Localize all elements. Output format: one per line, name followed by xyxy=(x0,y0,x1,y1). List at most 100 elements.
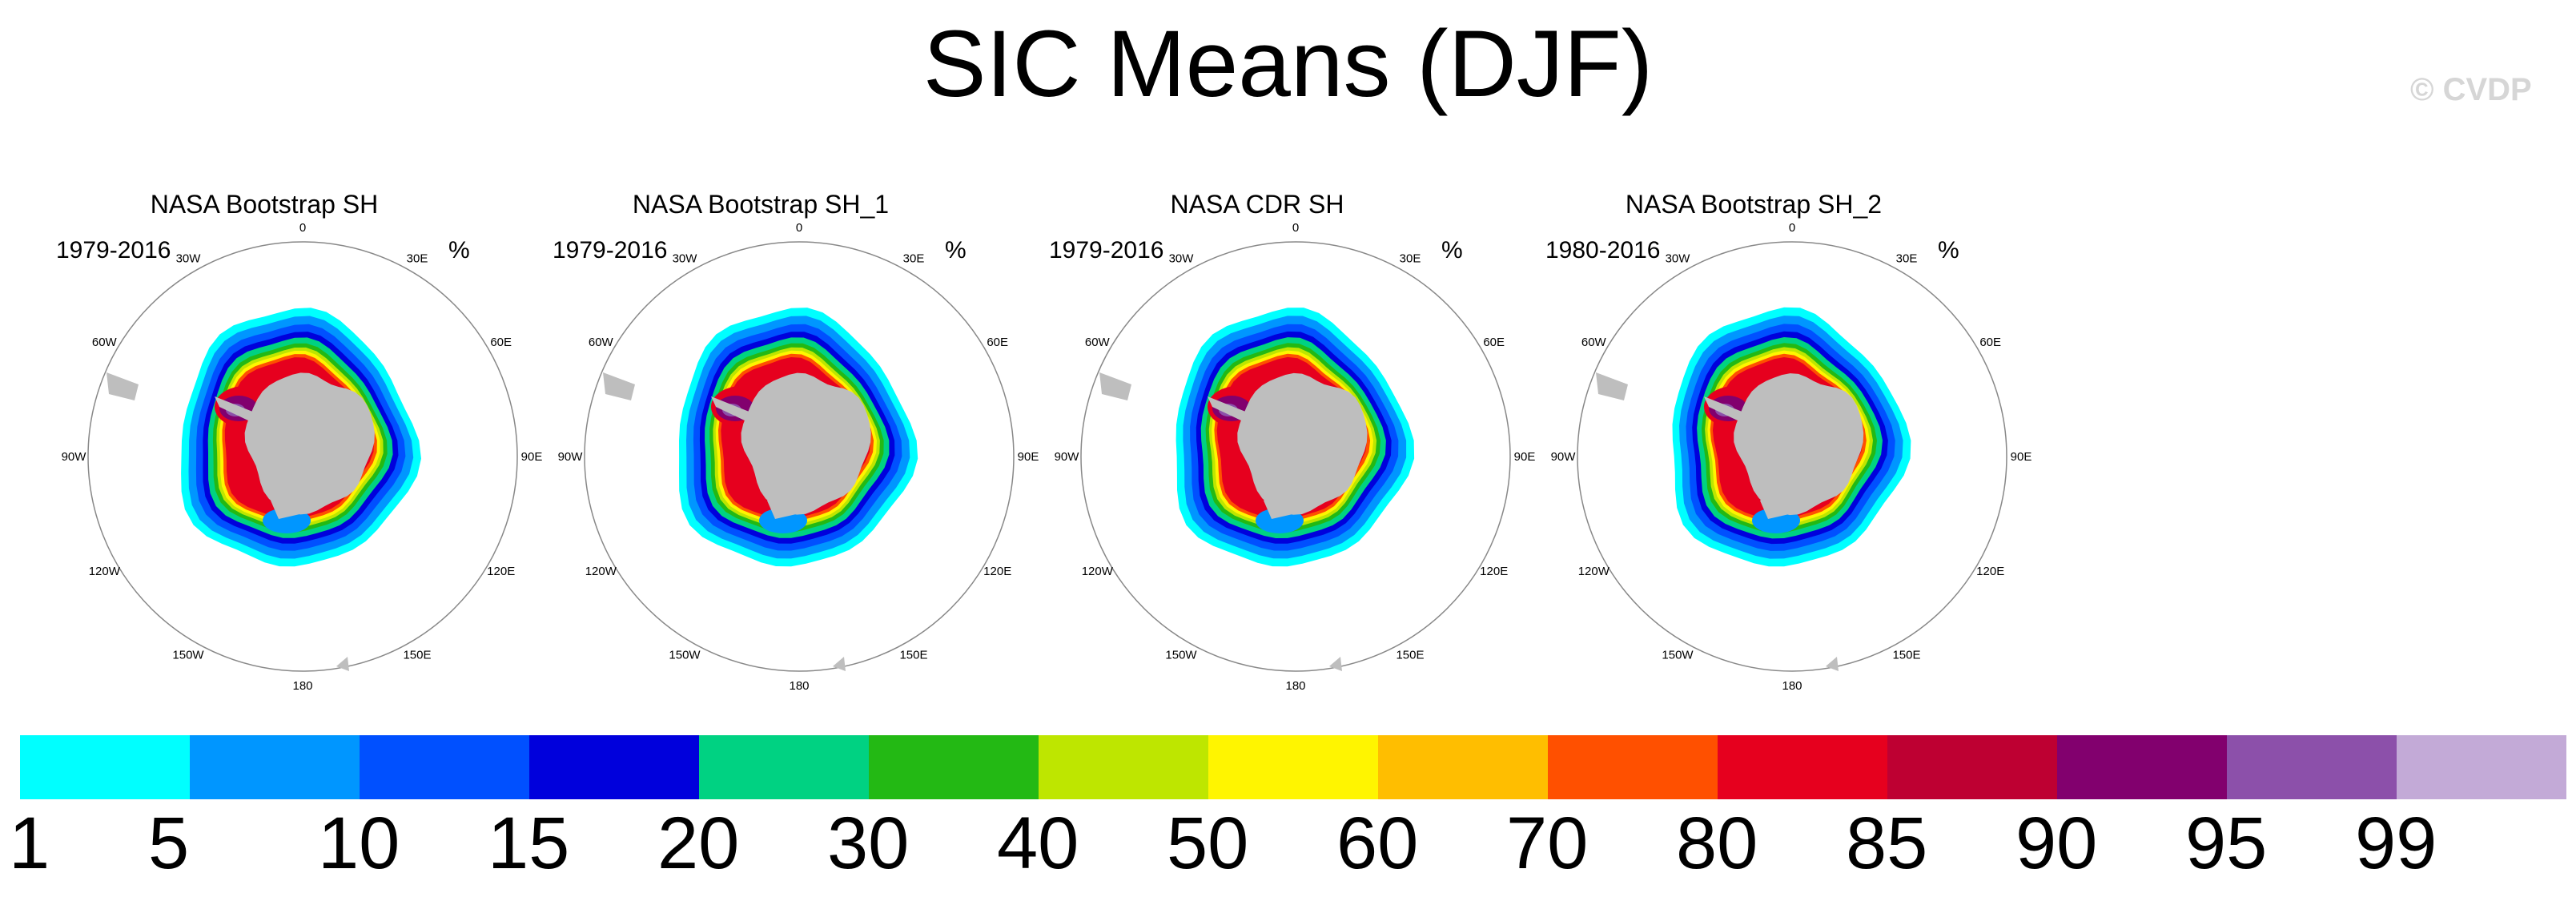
colorbar-label: 40 xyxy=(997,802,1079,884)
longitude-label: 120E xyxy=(487,565,515,578)
colorbar-segment xyxy=(529,735,699,799)
longitude-label: 60E xyxy=(1979,336,2001,349)
longitude-label: 180 xyxy=(1782,679,1802,693)
sic-map-panel: 0 30E 60E 90E 120E 150E 180 150W 120W 90W 60W 30W NA… xyxy=(553,180,1049,693)
colorbar-segment xyxy=(2227,735,2397,799)
colorbar-label: 90 xyxy=(2015,802,2098,884)
colorbar-label: 99 xyxy=(2355,802,2437,884)
new-zealand xyxy=(833,657,846,671)
longitude-label: 90W xyxy=(1551,450,1577,464)
colorbar-segment xyxy=(1718,735,1887,799)
colorbar-label: 20 xyxy=(657,802,740,884)
colorbar-label: 15 xyxy=(488,802,570,884)
longitude-label: 90W xyxy=(62,450,87,464)
longitude-label: 60W xyxy=(1085,336,1111,349)
longitude-label: 120E xyxy=(1976,565,2004,578)
longitude-label: 30E xyxy=(903,251,925,265)
antarctica-landmass xyxy=(1237,372,1368,515)
antarctic-peninsula xyxy=(711,396,751,421)
south-america-tip xyxy=(106,372,139,400)
panel-unit: % xyxy=(1441,237,1463,263)
colorbar-segment xyxy=(2397,735,2566,799)
longitude-label: 30W xyxy=(1666,251,1691,265)
longitude-label: 120E xyxy=(983,565,1011,578)
longitude-label: 60W xyxy=(92,336,118,349)
map-boundary xyxy=(584,241,1015,672)
longitude-label: 60E xyxy=(490,336,512,349)
panel-unit: % xyxy=(1938,237,1959,263)
colorbar-segment xyxy=(1039,735,1208,799)
colorbar-label: 5 xyxy=(148,802,190,884)
longitude-label: 150E xyxy=(1892,649,1920,662)
longitude-label: 150W xyxy=(1165,649,1197,662)
south-america-tip xyxy=(603,372,635,400)
antarctica-landmass xyxy=(741,372,871,515)
ross-ice-shelf xyxy=(1760,489,1796,519)
longitude-label: 120W xyxy=(1082,565,1114,578)
colorbar-label: 80 xyxy=(1676,802,1758,884)
longitude-label: 30E xyxy=(1400,251,1421,265)
panel-title: NASA Bootstrap SH_1 xyxy=(632,190,890,219)
panel-years: 1979-2016 xyxy=(1049,237,1164,263)
longitude-label: 120W xyxy=(585,565,617,578)
panel-years: 1980-2016 xyxy=(1545,237,1661,263)
colorbar-label: 95 xyxy=(2185,802,2268,884)
longitude-label: 90E xyxy=(521,450,543,464)
new-zealand xyxy=(336,657,349,671)
longitude-label: 30W xyxy=(1169,251,1195,265)
antarctic-peninsula xyxy=(1704,396,1744,421)
panel-unit: % xyxy=(448,237,470,263)
longitude-label: 60E xyxy=(987,336,1008,349)
sic-map-panel: 0 30E 60E 90E 120E 150E 180 150W 120W 90W 60W 30W NA… xyxy=(56,180,553,693)
longitude-label: 90W xyxy=(558,450,584,464)
colorbar-segment xyxy=(1548,735,1718,799)
longitude-label: 150W xyxy=(669,649,701,662)
longitude-label: 120W xyxy=(1578,565,1610,578)
colorbar-segment xyxy=(360,735,529,799)
ross-ice-shelf xyxy=(1264,489,1300,519)
colorbar-label: 70 xyxy=(1506,802,1589,884)
longitude-label: 90E xyxy=(2011,450,2032,464)
longitude-label: 90E xyxy=(1018,450,1039,464)
longitude-label: 180 xyxy=(292,679,312,693)
antarctica-landmass xyxy=(1734,373,1864,516)
panel-title: NASA Bootstrap SH xyxy=(150,190,379,219)
new-zealand xyxy=(1826,657,1839,671)
colorbar-label: 60 xyxy=(1336,802,1419,884)
panel-years: 1979-2016 xyxy=(56,237,171,263)
longitude-label: 60W xyxy=(589,336,614,349)
longitude-label: 30E xyxy=(407,251,428,265)
map-boundary xyxy=(87,241,518,672)
longitude-label: 150W xyxy=(172,649,204,662)
colorbar-segment xyxy=(699,735,869,799)
colorbar-label: 85 xyxy=(1846,802,1928,884)
colorbar-segment xyxy=(1208,735,1378,799)
longitude-label: 150W xyxy=(1662,649,1694,662)
longitude-label: 120E xyxy=(1480,565,1508,578)
colorbar-label: 1 xyxy=(9,802,50,884)
colorbar-label: 30 xyxy=(827,802,910,884)
longitude-label: 180 xyxy=(789,679,809,693)
longitude-label: 180 xyxy=(1285,679,1305,693)
longitude-label: 0 xyxy=(796,221,802,235)
south-america-tip xyxy=(1099,372,1131,400)
antarctica-landmass xyxy=(244,372,375,515)
sic-map-panel: 0 30E 60E 90E 120E 150E 180 150W 120W 90W 60W 30W NA… xyxy=(1049,180,1545,693)
polar-map: 0 30E 60E 90E 120E 150E 180 150W 120W 90W 60W 30W xyxy=(62,221,543,693)
colorbar-label: 10 xyxy=(318,802,400,884)
longitude-label: 30W xyxy=(673,251,698,265)
antarctic-peninsula xyxy=(1208,396,1248,421)
sic-map-panel: 0 30E 60E 90E 120E 150E 180 150W 120W 90W 60W 30W NA… xyxy=(1545,180,2042,693)
longitude-label: 0 xyxy=(1789,221,1795,235)
map-boundary xyxy=(1080,241,1511,672)
longitude-label: 0 xyxy=(1292,221,1299,235)
colorbar-segment xyxy=(869,735,1039,799)
longitude-label: 60W xyxy=(1581,336,1607,349)
longitude-label: 150E xyxy=(403,649,431,662)
ross-ice-shelf xyxy=(271,489,307,519)
longitude-label: 30E xyxy=(1896,251,1918,265)
new-zealand xyxy=(1329,657,1342,671)
longitude-label: 30W xyxy=(176,251,202,265)
panel-years: 1979-2016 xyxy=(553,237,668,263)
panel-title: NASA Bootstrap SH_2 xyxy=(1625,190,1883,219)
